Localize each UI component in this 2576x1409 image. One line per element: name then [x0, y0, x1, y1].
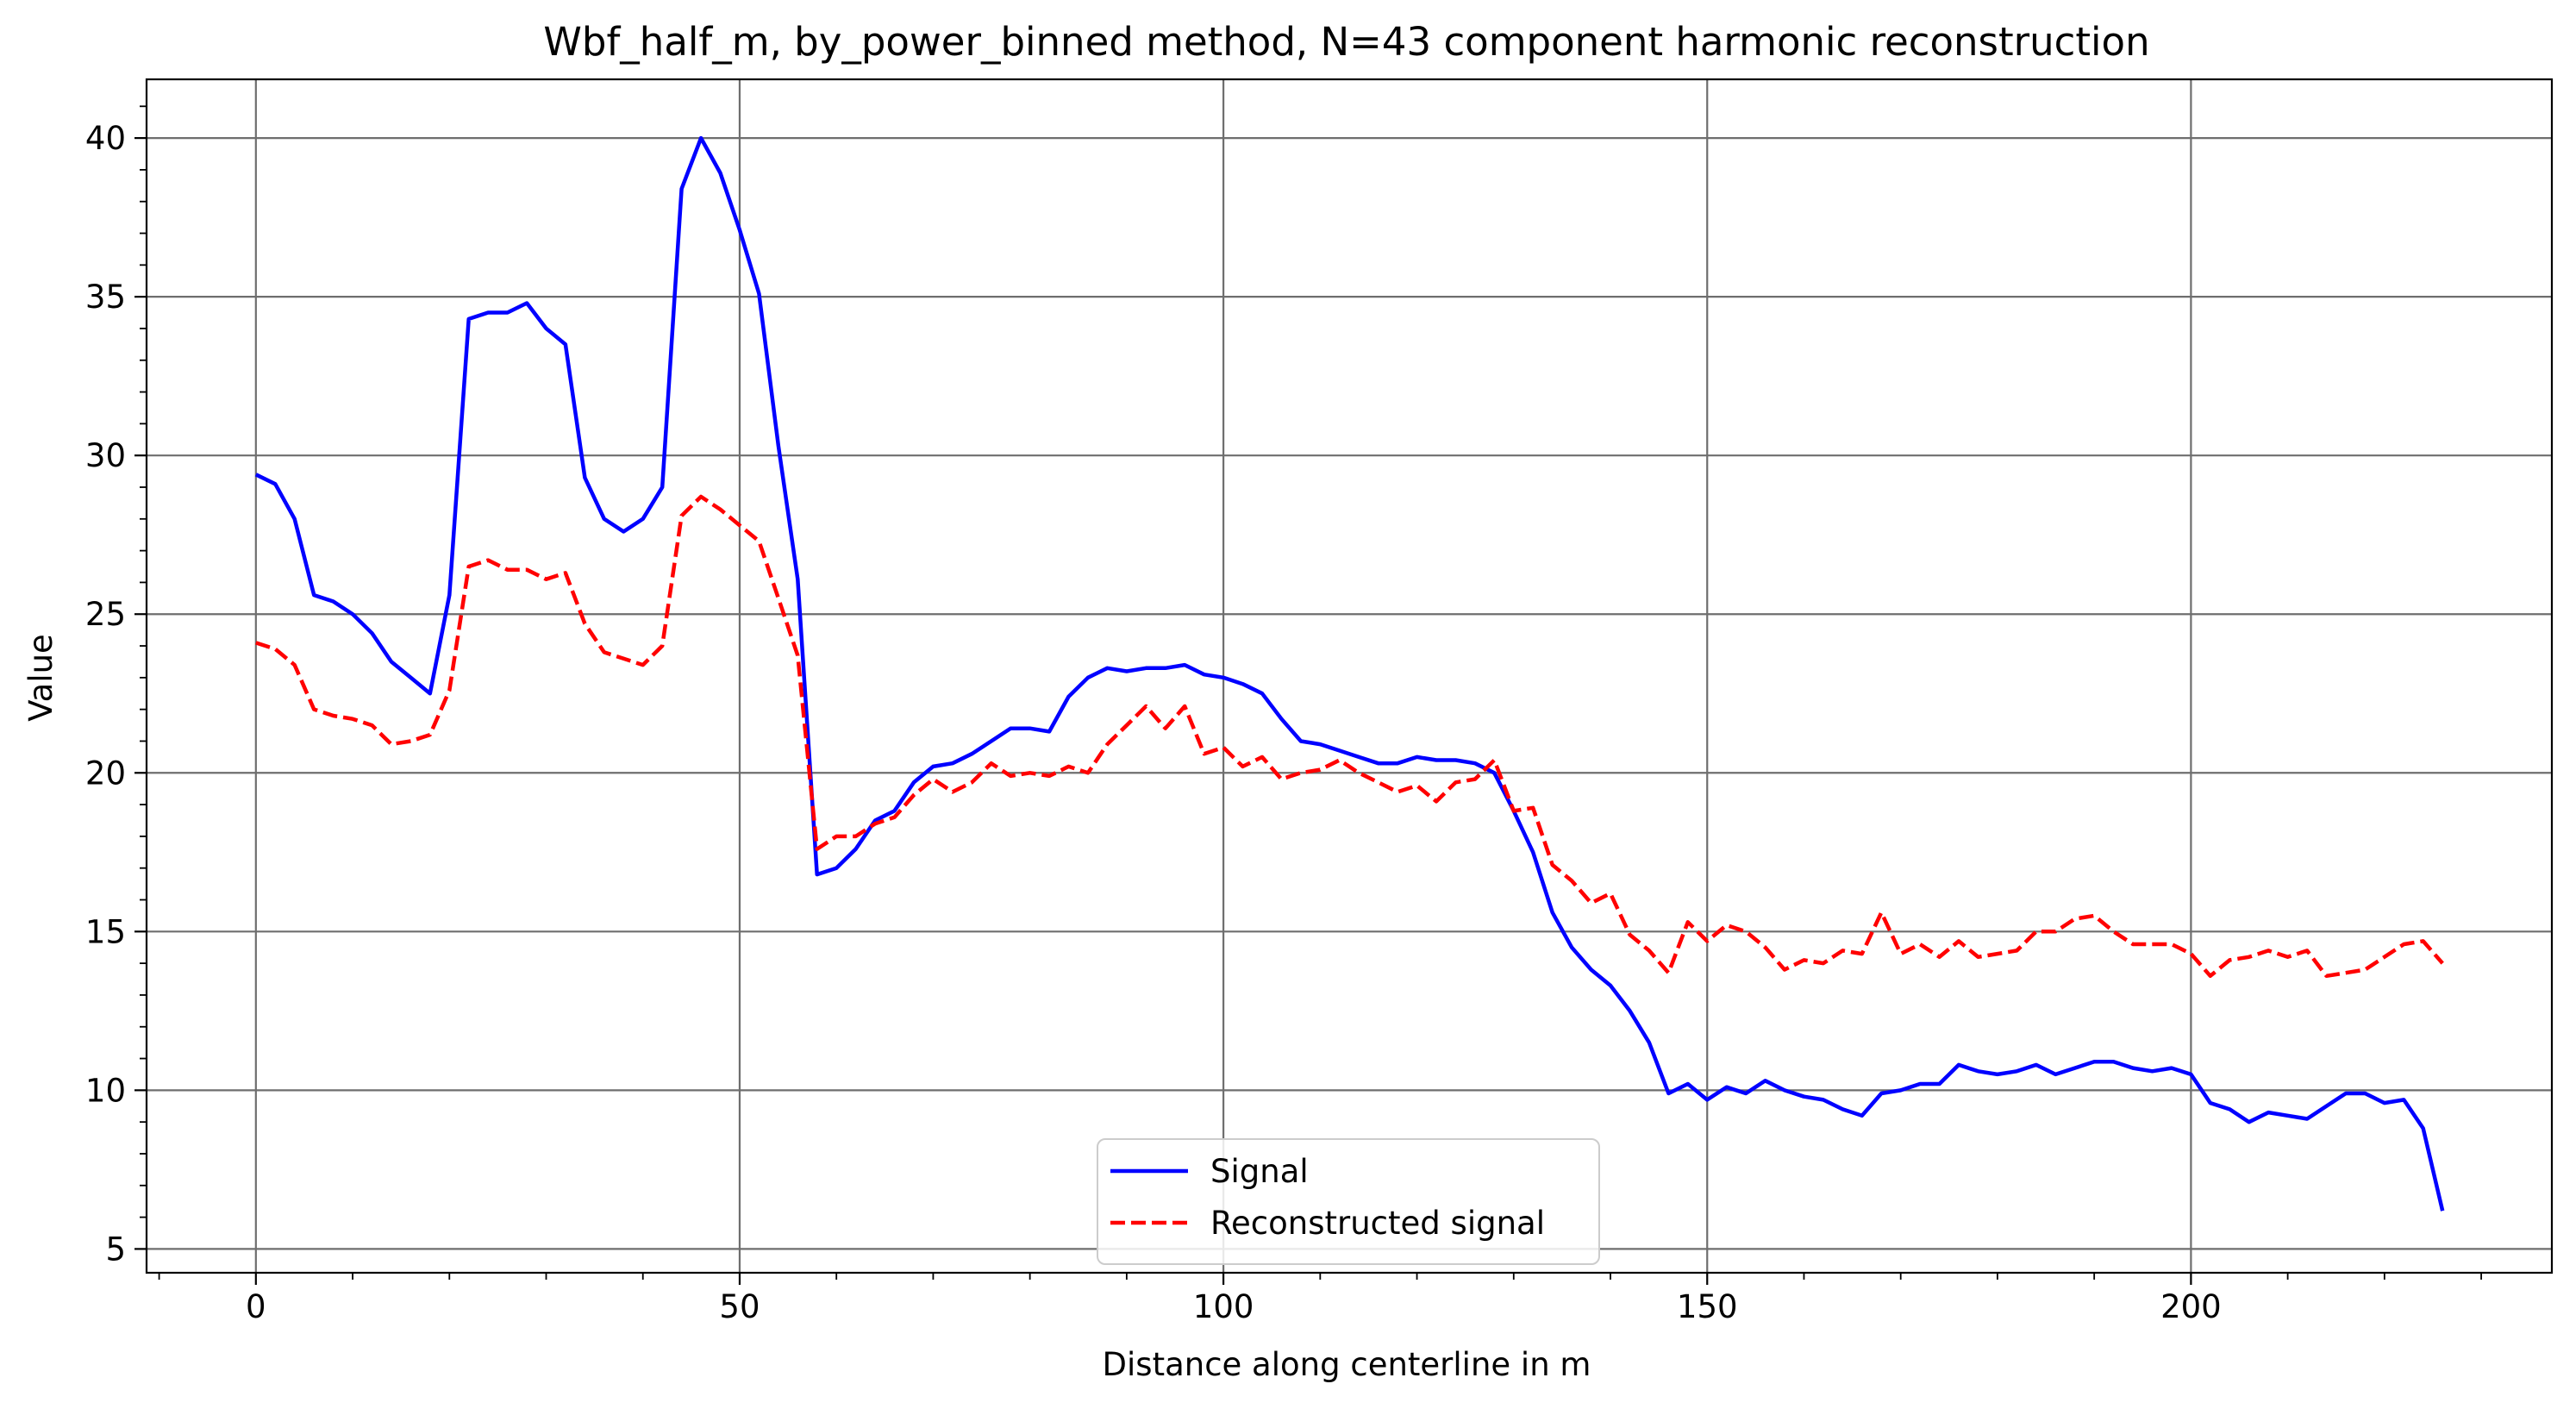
- y-tick-label: 15: [85, 913, 126, 950]
- x-tick-label: 100: [1193, 1288, 1254, 1325]
- chart-title: Wbf_half_m, by_power_binned method, N=43…: [543, 19, 2149, 65]
- legend: Signal Reconstructed signal: [1097, 1138, 1600, 1265]
- y-tick-label: 10: [85, 1072, 126, 1109]
- major-ticks: [134, 136, 2192, 1285]
- legend-label-reconstructed-signal: Reconstructed signal: [1210, 1205, 1545, 1242]
- y-tick-label: 35: [85, 279, 126, 316]
- legend-box: [1097, 1138, 1600, 1265]
- plot-frame: [145, 78, 2554, 1274]
- y-tick-label: 25: [85, 596, 126, 633]
- y-tick-label: 5: [105, 1231, 126, 1268]
- x-tick-label: 200: [2160, 1288, 2222, 1325]
- y-tick-label: 20: [85, 755, 126, 792]
- y-tick-label: 30: [85, 437, 126, 474]
- series-lines: [254, 135, 2445, 1212]
- minor-ticks: [140, 105, 2482, 1280]
- y-tick-label: 40: [85, 120, 126, 157]
- series-line-reconstructed-signal: [255, 494, 2444, 979]
- legend-label-signal: Signal: [1210, 1153, 1309, 1190]
- tick-labels: 0 50 100 150 200 5 10 15 20 25 30 35 40: [85, 120, 2222, 1325]
- x-tick-label: 150: [1677, 1288, 1738, 1325]
- x-axis-title: Distance along centerline in m: [1103, 1346, 1591, 1383]
- y-axis-title: Value: [22, 634, 59, 722]
- series-line-signal: [254, 135, 2445, 1212]
- x-tick-label: 0: [246, 1288, 266, 1325]
- x-tick-label: 50: [719, 1288, 760, 1325]
